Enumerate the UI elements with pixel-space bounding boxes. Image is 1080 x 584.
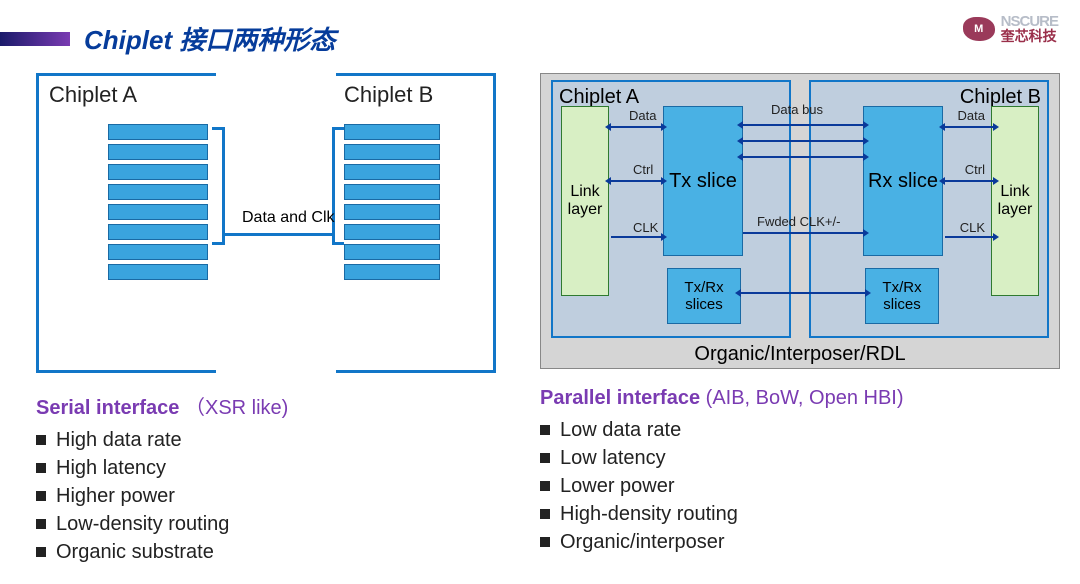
parallel-chiplet-a: Chiplet A Link layer Tx slice Tx/Rx slic… bbox=[551, 80, 791, 338]
data-bus-arrow-2 bbox=[743, 140, 863, 142]
serial-column: Chiplet A Chiplet B Data and Clk bbox=[36, 73, 530, 566]
logo-badge-icon: M bbox=[963, 17, 995, 41]
tx-slice: Tx slice bbox=[663, 106, 743, 256]
parallel-caption-title: Parallel interface bbox=[540, 387, 700, 409]
brand-logo: M NSCURE 奎芯科技 bbox=[963, 14, 1058, 43]
serial-diagram: Chiplet A Chiplet B Data and Clk bbox=[36, 73, 496, 373]
fwd-clk-arrow bbox=[743, 232, 863, 234]
chiplet-a-label: Chiplet A bbox=[49, 82, 137, 108]
serial-link-bracket-left bbox=[222, 127, 225, 245]
txrx-slice-a: Tx/Rx slices bbox=[667, 268, 741, 324]
serial-link-bracket-right bbox=[332, 127, 335, 245]
page-title: Chiplet 接口两种形态 bbox=[84, 20, 335, 57]
serial-caption-sub: （XSR like) bbox=[185, 397, 288, 419]
txrx-slice-b: Tx/Rx slices bbox=[865, 268, 939, 324]
serial-bars-b bbox=[344, 124, 440, 280]
header: Chiplet 接口两种形态 bbox=[0, 0, 1080, 67]
serial-chiplet-b: Chiplet B bbox=[336, 73, 496, 373]
serial-caption-title: Serial interface bbox=[36, 397, 179, 419]
fwd-clk-label: Fwded CLK+/- bbox=[757, 214, 840, 229]
logo-text-en: NSCURE bbox=[1001, 14, 1058, 29]
serial-link-label: Data and Clk bbox=[242, 209, 335, 227]
substrate-label: Organic/Interposer/RDL bbox=[541, 343, 1059, 366]
serial-bars-a bbox=[108, 124, 208, 280]
serial-bullets: High data rate High latency Higher power… bbox=[36, 426, 530, 566]
logo-text-cn: 奎芯科技 bbox=[1001, 29, 1058, 43]
parallel-caption-sub: (AIB, BoW, Open HBI) bbox=[706, 387, 904, 409]
data-bus-arrow-1 bbox=[743, 124, 863, 126]
link-layer-a: Link layer bbox=[561, 106, 609, 296]
link-layer-b: Link layer bbox=[991, 106, 1039, 296]
parallel-diagram: Chiplet A Link layer Tx slice Tx/Rx slic… bbox=[540, 73, 1060, 369]
data-bus-label: Data bus bbox=[771, 102, 823, 117]
content-row: Chiplet A Chiplet B Data and Clk bbox=[0, 67, 1080, 566]
txrx-arrow bbox=[741, 292, 865, 294]
title-accent-bar bbox=[0, 32, 70, 46]
parallel-caption: Parallel interface (AIB, BoW, Open HBI) … bbox=[540, 387, 1060, 556]
serial-link-line bbox=[222, 233, 335, 236]
parallel-column: Chiplet A Link layer Tx slice Tx/Rx slic… bbox=[540, 73, 1060, 566]
parallel-bullets: Low data rate Low latency Lower power Hi… bbox=[540, 416, 1060, 556]
rx-slice: Rx slice bbox=[863, 106, 943, 256]
chiplet-b-label: Chiplet B bbox=[344, 82, 493, 108]
serial-chiplet-a: Chiplet A bbox=[36, 73, 216, 373]
serial-caption: Serial interface （XSR like) High data ra… bbox=[36, 391, 530, 566]
parallel-chiplet-b: Chiplet B Link layer Rx slice Tx/Rx slic… bbox=[809, 80, 1049, 338]
data-bus-arrow-3 bbox=[743, 156, 863, 158]
